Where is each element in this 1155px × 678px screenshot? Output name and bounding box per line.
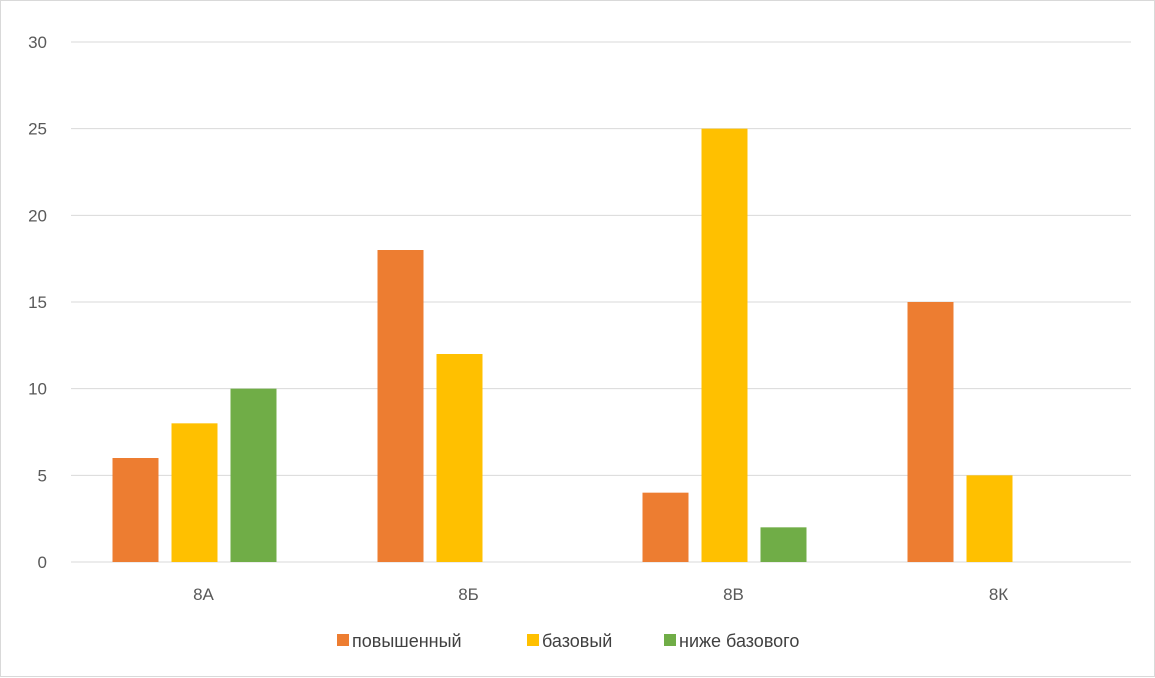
x-tick-label: 8А — [193, 585, 214, 604]
bar — [642, 492, 689, 562]
legend-label: ниже базового — [679, 631, 799, 651]
x-tick-label: 8В — [723, 585, 744, 604]
bar — [701, 128, 748, 562]
bar — [907, 302, 954, 562]
legend: повышенный базовый ниже базового — [337, 631, 799, 651]
y-tick-label: 30 — [28, 33, 47, 52]
y-tick-label: 20 — [28, 206, 47, 225]
axes: 0 5 10 15 20 25 30 8А 8Б 8В 8К — [28, 33, 1008, 604]
legend-swatch — [664, 634, 676, 646]
y-tick-label: 25 — [28, 120, 47, 139]
bar — [230, 388, 277, 562]
x-tick-label: 8Б — [458, 585, 479, 604]
legend-label: базовый — [542, 631, 612, 651]
bar — [966, 475, 1013, 562]
y-tick-label: 10 — [28, 380, 47, 399]
legend-swatch — [337, 634, 349, 646]
bar — [760, 527, 807, 562]
legend-label: повышенный — [352, 631, 462, 651]
y-tick-label: 15 — [28, 293, 47, 312]
legend-swatch — [527, 634, 539, 646]
bar — [171, 423, 218, 562]
bar — [436, 354, 483, 562]
bars — [112, 128, 1013, 562]
bar — [377, 250, 424, 562]
bar — [112, 458, 159, 562]
y-tick-label: 5 — [38, 466, 47, 485]
y-tick-label: 0 — [38, 553, 47, 572]
x-tick-label: 8К — [989, 585, 1008, 604]
